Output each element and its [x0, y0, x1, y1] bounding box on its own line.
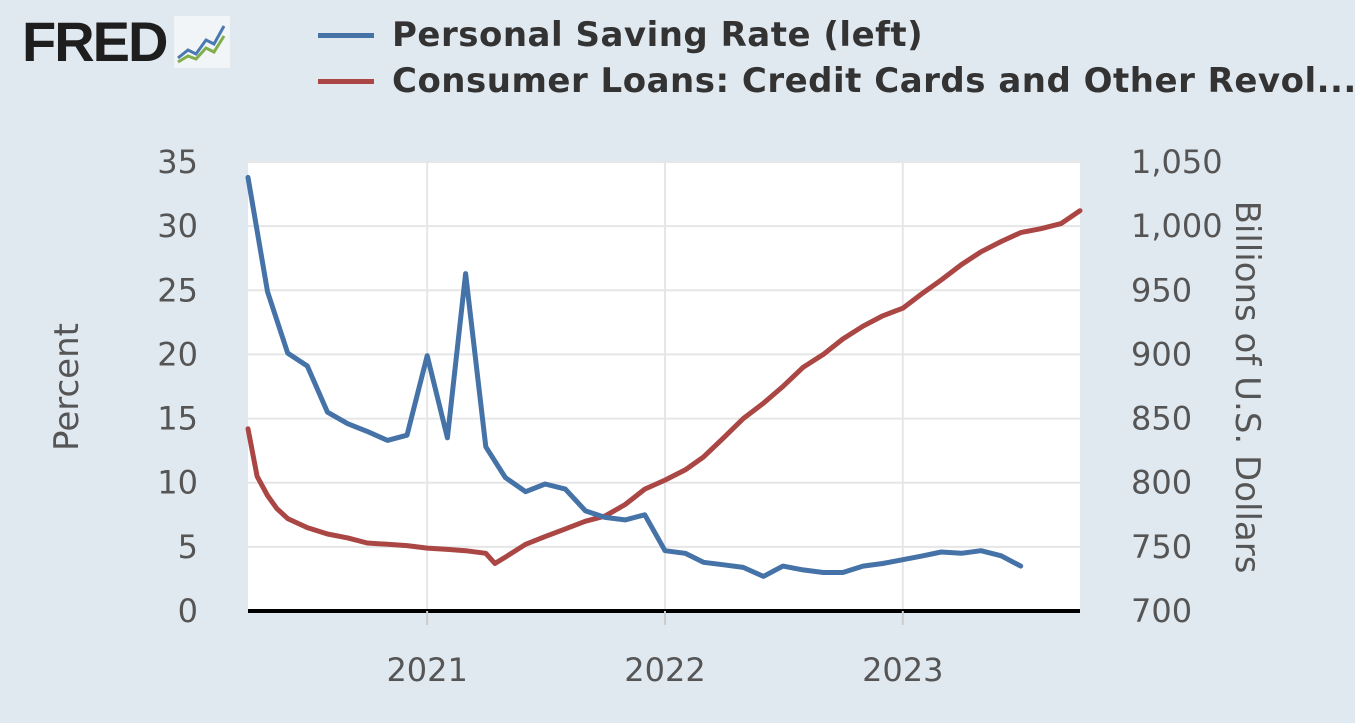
y-axis-right-ticks: 700 750 800 850 900 950 1,000 1,050: [1131, 143, 1223, 630]
y-left-tick-label: 30: [157, 207, 198, 245]
y-right-tick-label: 950: [1131, 271, 1192, 309]
legend-swatch: [318, 78, 374, 84]
x-tick-label: 2021: [386, 651, 467, 689]
fred-logo[interactable]: FRED: [22, 10, 231, 73]
legend: Personal Saving Rate (left) Consumer Loan…: [318, 12, 1355, 104]
y-left-tick-label: 20: [157, 335, 198, 373]
chart-trend-icon: [174, 16, 231, 68]
y-axis-left-title: Percent: [47, 323, 87, 451]
y-left-tick-label: 5: [178, 528, 198, 566]
y-left-tick-label: 0: [178, 592, 198, 630]
y-right-tick-label: 700: [1131, 592, 1192, 630]
y-right-tick-label: 1,000: [1131, 207, 1223, 245]
y-left-tick-label: 35: [157, 143, 198, 181]
legend-swatch: [318, 32, 374, 38]
y-right-tick-label: 800: [1131, 464, 1192, 502]
y-right-tick-label: 850: [1131, 400, 1192, 438]
fred-logo-text: FRED: [22, 10, 168, 73]
y-axis-left-ticks: 0 5 10 15 20 25 30 35: [157, 143, 198, 630]
series-line-consumer-loans: [245, 208, 1083, 566]
y-right-tick-label: 750: [1131, 528, 1192, 566]
y-left-tick-label: 25: [157, 271, 198, 309]
legend-item[interactable]: Personal Saving Rate (left): [318, 12, 1355, 58]
legend-label: Consumer Loans: Credit Cards and Other R…: [392, 61, 1355, 101]
legend-item[interactable]: Consumer Loans: Credit Cards and Other R…: [318, 58, 1355, 104]
x-tick-label: 2023: [862, 651, 943, 689]
y-left-tick-label: 15: [157, 400, 198, 438]
x-axis-ticks: 2021 2022 2023: [386, 611, 944, 689]
series-line-personal-saving-rate: [245, 174, 1024, 579]
series-lines: [245, 174, 1083, 579]
x-gridlines: [426, 162, 904, 611]
y-axis-right-title: Billions of U.S. Dollars: [1227, 201, 1267, 574]
y-left-tick-label: 10: [157, 464, 198, 502]
legend-label: Personal Saving Rate (left): [392, 15, 924, 55]
y-right-tick-label: 1,050: [1131, 143, 1223, 181]
x-tick-label: 2022: [624, 651, 705, 689]
y-right-tick-label: 900: [1131, 335, 1192, 373]
